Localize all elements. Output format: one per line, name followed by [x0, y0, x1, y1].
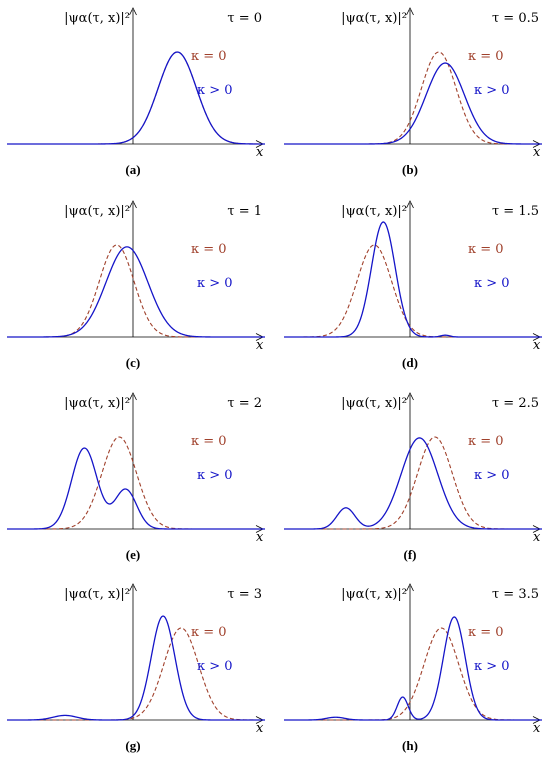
- kappa-zero-curve: [7, 436, 265, 530]
- panel-e: |ψα(τ, x)|² τ = 2 x (e) κ = 0 κ > 0: [7, 392, 265, 562]
- panel-d: |ψα(τ, x)|² τ = 1.5 x (d) κ = 0 κ > 0: [284, 200, 542, 370]
- kappa-zero-curve: [284, 51, 542, 145]
- tau-label: τ = 1.5: [492, 204, 539, 219]
- panel-caption: (f): [404, 547, 417, 562]
- x-axis-label: x: [256, 530, 264, 545]
- kappa-pos-label: κ > 0: [474, 83, 510, 98]
- panel-caption: (h): [402, 738, 418, 753]
- tau-label: τ = 0.5: [492, 11, 539, 26]
- kappa-zero-curve: [284, 627, 542, 721]
- panel-caption: (g): [125, 738, 140, 753]
- x-axis-label: x: [533, 721, 541, 736]
- y-axis-label: |ψα(τ, x)|²: [64, 587, 130, 602]
- kappa-zero-label: κ = 0: [191, 434, 227, 449]
- kappa-zero-curve: [7, 244, 265, 338]
- panel-b: |ψα(τ, x)|² τ = 0.5 x (b) κ = 0 κ > 0: [284, 7, 542, 177]
- tau-label: τ = 1: [227, 204, 262, 219]
- kappa-pos-curve: [284, 62, 542, 145]
- kappa-pos-curve: [7, 51, 265, 145]
- y-axis-arrow: [406, 7, 414, 16]
- y-axis-arrow: [406, 200, 414, 209]
- x-axis-label: x: [533, 530, 541, 545]
- kappa-pos-label: κ > 0: [197, 83, 233, 98]
- panel-c: |ψα(τ, x)|² τ = 1 x (c) κ = 0 κ > 0: [7, 200, 265, 370]
- kappa-pos-curve: [7, 246, 265, 338]
- kappa-zero-curve: [284, 244, 542, 338]
- y-axis-arrow: [129, 392, 137, 401]
- x-axis-label: x: [256, 338, 264, 353]
- kappa-zero-curve: [7, 627, 265, 721]
- panel-g: |ψα(τ, x)|² τ = 3 x (g) κ = 0 κ > 0: [7, 583, 265, 753]
- kappa-zero-label: κ = 0: [191, 49, 227, 64]
- panel-caption: (d): [402, 355, 418, 370]
- x-axis-label: x: [533, 338, 541, 353]
- panel-caption: (b): [402, 162, 418, 177]
- y-axis-label: |ψα(τ, x)|²: [341, 587, 407, 602]
- kappa-pos-label: κ > 0: [197, 468, 233, 483]
- y-axis-arrow: [129, 583, 137, 592]
- kappa-zero-label: κ = 0: [468, 242, 504, 257]
- y-axis-arrow: [129, 200, 137, 209]
- x-axis-label: x: [533, 145, 541, 160]
- tau-label: τ = 3: [227, 587, 262, 602]
- kappa-pos-curve: [284, 221, 542, 338]
- kappa-pos-label: κ > 0: [197, 659, 233, 674]
- kappa-pos-label: κ > 0: [474, 276, 510, 291]
- y-axis-arrow: [406, 392, 414, 401]
- kappa-zero-label: κ = 0: [468, 625, 504, 640]
- kappa-pos-curve: [7, 615, 265, 721]
- y-axis-label: |ψα(τ, x)|²: [341, 204, 407, 219]
- kappa-zero-label: κ = 0: [468, 434, 504, 449]
- panel-f: |ψα(τ, x)|² τ = 2.5 x (f) κ = 0 κ > 0: [284, 392, 542, 562]
- y-axis-label: |ψα(τ, x)|²: [64, 204, 130, 219]
- kappa-zero-label: κ = 0: [468, 49, 504, 64]
- kappa-zero-label: κ = 0: [191, 625, 227, 640]
- kappa-pos-curve: [284, 437, 542, 530]
- kappa-pos-label: κ > 0: [474, 468, 510, 483]
- panel-a: |ψα(τ, x)|² τ = 0 x (a) κ = 0 κ > 0: [7, 7, 265, 177]
- kappa-pos-label: κ > 0: [474, 659, 510, 674]
- y-axis-label: |ψα(τ, x)|²: [64, 396, 130, 411]
- y-axis-label: |ψα(τ, x)|²: [341, 11, 407, 26]
- tau-label: τ = 0: [227, 11, 262, 26]
- kappa-pos-curve: [284, 616, 542, 721]
- kappa-zero-curve: [7, 51, 265, 145]
- y-axis-arrow: [406, 583, 414, 592]
- tau-label: τ = 2.5: [492, 396, 539, 411]
- y-axis-label: |ψα(τ, x)|²: [341, 396, 407, 411]
- y-axis-arrow: [129, 7, 137, 16]
- panel-caption: (a): [125, 162, 140, 177]
- kappa-pos-label: κ > 0: [197, 276, 233, 291]
- tau-label: τ = 3.5: [492, 587, 539, 602]
- tau-label: τ = 2: [227, 396, 262, 411]
- kappa-zero-curve: [284, 436, 542, 530]
- y-axis-label: |ψα(τ, x)|²: [64, 11, 130, 26]
- kappa-pos-curve: [7, 447, 265, 530]
- panel-caption: (c): [126, 355, 140, 370]
- x-axis-label: x: [256, 721, 264, 736]
- x-axis-label: x: [256, 145, 264, 160]
- panel-h: |ψα(τ, x)|² τ = 3.5 x (h) κ = 0 κ > 0: [284, 583, 542, 753]
- panel-caption: (e): [126, 547, 140, 562]
- kappa-zero-label: κ = 0: [191, 242, 227, 257]
